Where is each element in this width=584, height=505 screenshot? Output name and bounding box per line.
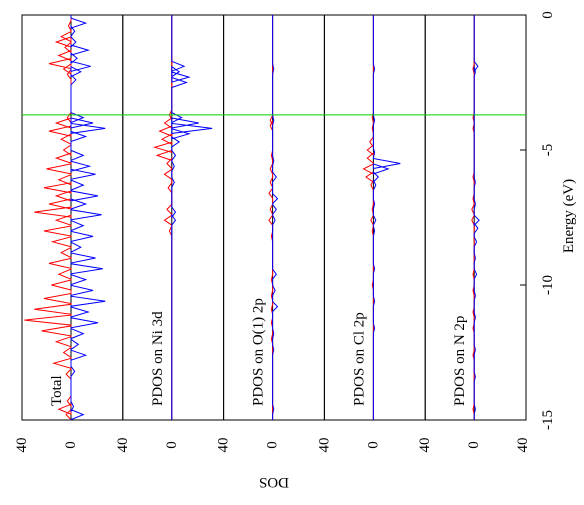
dos-tick-label: 40: [515, 438, 531, 453]
dos-tick-label: 40: [216, 438, 232, 453]
panel-label: PDOS on Cl 2p: [351, 312, 367, 406]
dos-panel: PDOS on O(1) 2p: [223, 14, 325, 421]
spin-up-curve: [24, 15, 72, 420]
dos-panel: PDOS on N 2p: [424, 14, 527, 421]
spin-down-curve: [372, 15, 401, 420]
panel-label: Total: [49, 375, 65, 406]
energy-tick-label: -10: [540, 275, 556, 295]
spin-down-curve: [70, 15, 106, 421]
spin-down-curve: [171, 15, 213, 420]
panels-layer: Total PDOS on Ni 3d PDOS on O(1) 2p PDOS on…: [21, 14, 527, 421]
energy-axis-label: Energy (eV): [561, 179, 577, 253]
energy-tick-label: -15: [540, 410, 556, 430]
panel-label: PDOS on O(1) 2p: [251, 298, 267, 406]
dos-tick-label: 0: [466, 441, 482, 449]
panel-label: PDOS on Ni 3d: [150, 311, 166, 406]
panel-frame: [424, 14, 527, 421]
spin-down-curve: [272, 15, 279, 420]
energy-tick-label: -5: [540, 144, 556, 157]
dos-tick-label: 40: [14, 438, 30, 453]
dos-tick-label: 0: [63, 441, 79, 449]
spin-up-curve: [268, 15, 274, 420]
dos-axis-label: DOS: [259, 474, 289, 490]
spin-down-curve: [473, 15, 480, 420]
dos-panel: PDOS on Cl 2p: [323, 14, 426, 421]
dos-tick-label: 0: [164, 441, 180, 449]
dos-panel: PDOS on Ni 3d: [122, 14, 225, 421]
dos-tick-label: 0: [265, 441, 281, 449]
dos-tick-label: 40: [316, 438, 332, 453]
energy-axis-ticks: 0 -5 -10 -15: [520, 11, 556, 430]
dos-panel: Total: [21, 14, 124, 421]
energy-tick-label: 0: [540, 11, 556, 19]
dos-tick-label: 40: [417, 438, 433, 453]
dos-tick-label: 40: [115, 438, 131, 453]
panel-label: PDOS on N 2p: [452, 316, 468, 406]
dos-tick-label: 0: [365, 441, 381, 449]
dos-axis-ticks: 40 0 0 40 0 40 0 40 0 40 40: [14, 438, 531, 453]
